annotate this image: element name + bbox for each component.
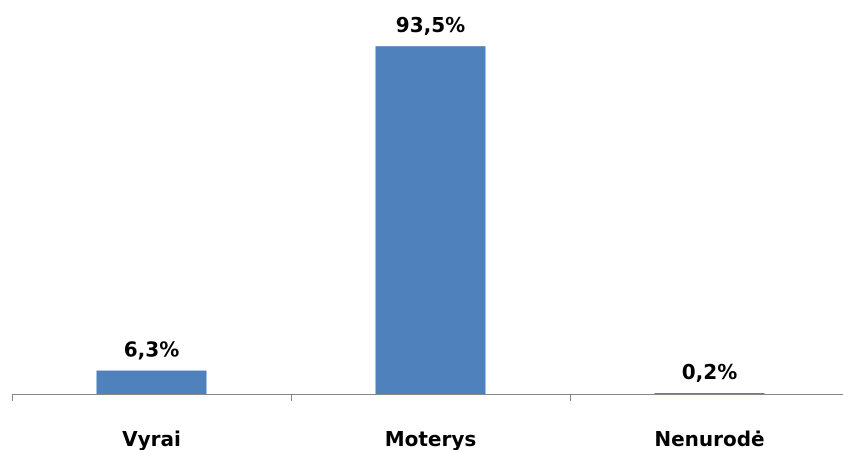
x-tick-label-0: Vyrai [122, 427, 181, 450]
data-label-1: 93,5% [396, 13, 465, 37]
data-label-2: 0,2% [682, 360, 737, 384]
data-label-0: 6,3% [124, 338, 179, 362]
x-axis [12, 394, 843, 401]
x-tick-label-2: Nenurodė [654, 427, 764, 450]
bar-2 [654, 393, 765, 394]
bar-0 [96, 370, 207, 394]
bar-1 [375, 46, 486, 395]
data-labels-layer: 6,3% 93,5% 0,2% [124, 13, 737, 384]
x-tick-label-1: Moterys [385, 427, 477, 450]
x-tick-labels-layer: Vyrai Moterys Nenurodė [122, 427, 765, 450]
bars-layer [96, 46, 765, 395]
